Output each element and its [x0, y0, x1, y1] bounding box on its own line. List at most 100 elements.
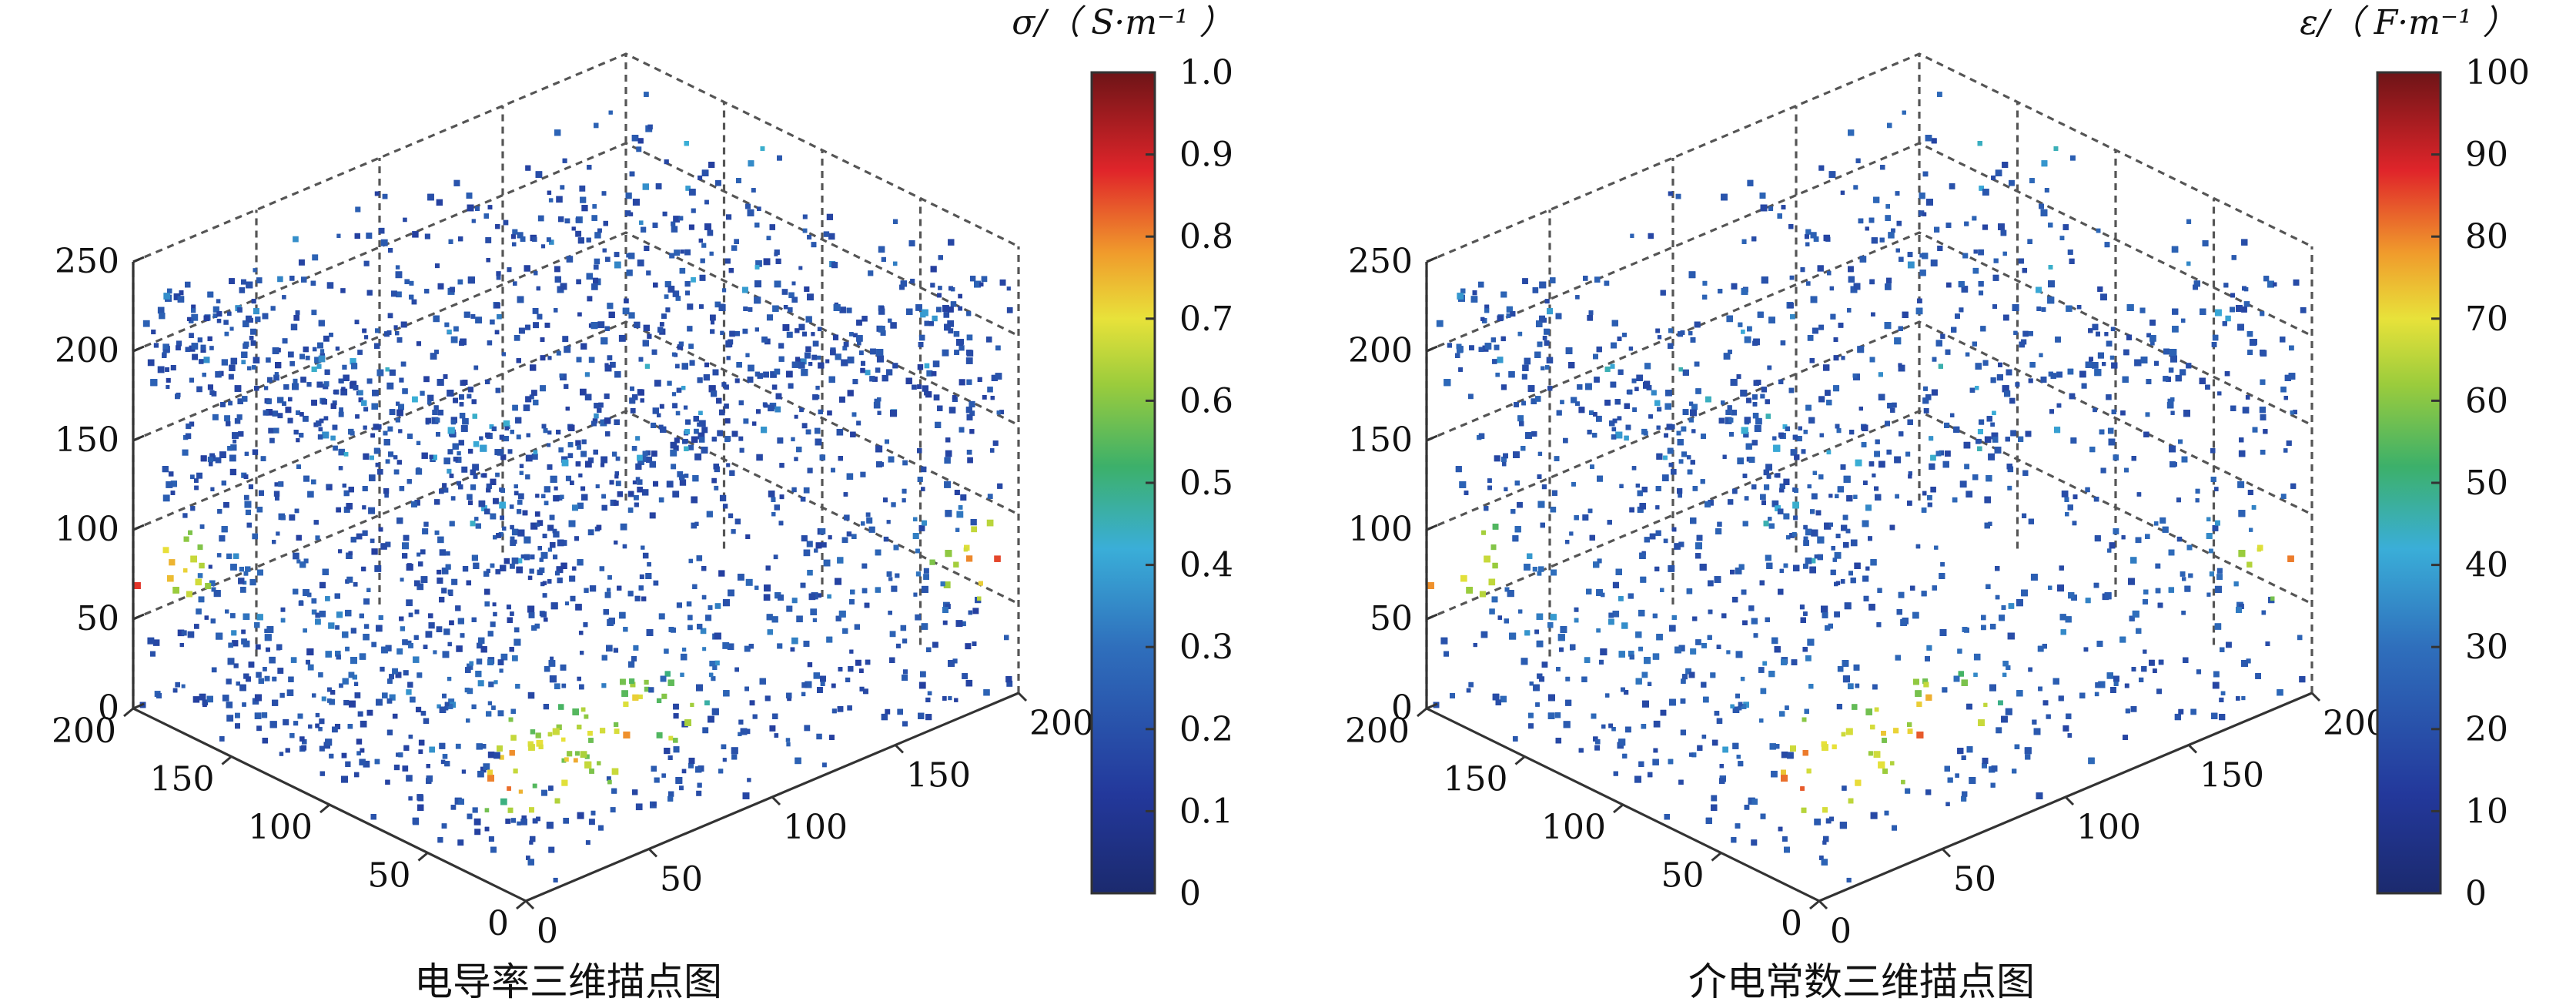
data-point — [332, 424, 338, 430]
data-point — [376, 369, 384, 377]
data-point — [882, 497, 888, 503]
data-point — [798, 266, 803, 270]
data-point — [467, 204, 474, 212]
data-point — [256, 507, 263, 513]
data-point — [421, 452, 428, 459]
data-point — [821, 762, 827, 768]
data-point — [802, 214, 808, 219]
data-point — [593, 449, 598, 455]
data-point — [408, 612, 413, 618]
data-point — [444, 706, 449, 711]
data-point — [241, 351, 248, 358]
data-point — [420, 549, 426, 554]
data-point — [556, 724, 562, 731]
data-point — [197, 544, 203, 551]
data-point — [584, 714, 589, 719]
data-point — [714, 660, 720, 666]
data-point — [540, 611, 547, 618]
data-point — [266, 408, 273, 416]
data-point — [657, 413, 661, 417]
data-point — [348, 487, 354, 493]
data-point — [543, 428, 548, 434]
data-point — [801, 358, 807, 365]
data-point — [215, 457, 222, 464]
data-point — [754, 280, 761, 288]
data-point — [303, 628, 307, 633]
data-point — [615, 481, 621, 487]
data-point — [647, 562, 651, 567]
data-point — [691, 276, 696, 283]
data-point — [553, 554, 558, 560]
data-point — [958, 505, 963, 510]
data-point — [942, 620, 948, 625]
data-point — [552, 528, 557, 534]
data-point — [561, 459, 569, 467]
data-point — [575, 604, 582, 611]
data-point — [243, 640, 250, 648]
data-point — [251, 299, 256, 304]
data-point — [885, 439, 890, 444]
data-point — [409, 294, 414, 300]
data-point — [493, 611, 497, 617]
data-point — [922, 385, 929, 392]
data-point — [503, 420, 510, 427]
data-point — [797, 358, 805, 366]
data-point — [458, 440, 464, 446]
data-point — [820, 675, 826, 682]
data-point — [533, 450, 538, 455]
data-point — [177, 296, 185, 303]
data-point — [645, 450, 651, 456]
data-point — [757, 373, 763, 379]
data-point — [319, 745, 325, 752]
data-point — [222, 695, 229, 702]
data-point — [554, 276, 561, 283]
data-point — [433, 315, 440, 323]
data-point — [399, 377, 404, 383]
data-point — [437, 410, 444, 416]
data-point — [332, 726, 338, 733]
data-point — [841, 359, 848, 367]
data-point — [682, 647, 687, 652]
data-point — [398, 404, 404, 410]
data-point — [340, 288, 346, 293]
data-point — [506, 604, 511, 610]
data-point — [607, 588, 611, 592]
data-point — [850, 589, 855, 594]
grid-edge-top — [132, 52, 1019, 263]
data-point — [386, 698, 393, 704]
data-point — [698, 175, 703, 180]
data-point — [983, 689, 990, 696]
data-point — [426, 764, 430, 769]
data-point — [684, 446, 689, 451]
data-point — [771, 511, 776, 517]
data-point — [685, 419, 691, 425]
data-point — [436, 199, 443, 206]
data-point — [540, 551, 548, 559]
data-point — [718, 769, 724, 774]
data-point — [153, 343, 159, 348]
data-point — [311, 400, 317, 406]
data-point — [737, 574, 744, 581]
data-point — [210, 487, 215, 491]
data-point — [475, 671, 482, 678]
data-point — [516, 358, 521, 363]
data-point — [256, 725, 262, 732]
data-point — [683, 405, 688, 410]
data-point — [408, 796, 413, 801]
data-point — [694, 428, 699, 434]
data-point — [231, 630, 237, 636]
data-point — [698, 437, 705, 443]
data-point — [921, 487, 925, 491]
data-point — [403, 534, 410, 541]
data-point — [718, 304, 726, 311]
data-point — [526, 856, 530, 860]
data-point — [857, 341, 861, 346]
data-point — [805, 429, 811, 435]
data-point — [774, 733, 779, 738]
data-point — [345, 609, 352, 617]
data-point — [142, 320, 150, 327]
data-point — [603, 220, 608, 226]
data-point — [302, 739, 307, 745]
data-point — [634, 495, 639, 501]
data-point — [550, 656, 554, 661]
